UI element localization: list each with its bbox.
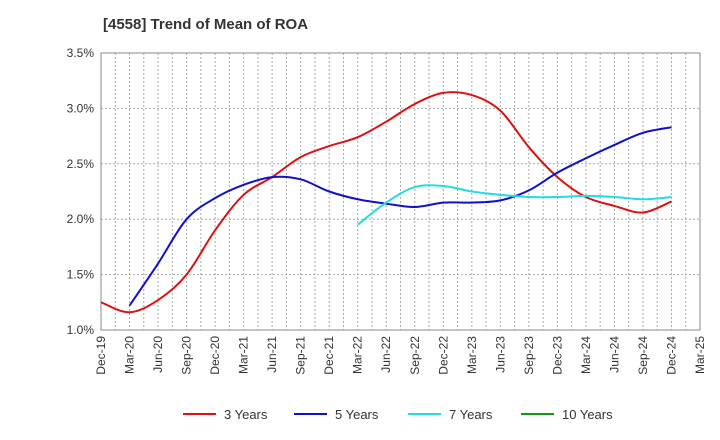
y-axis: 1.0% 1.5% 2.0% 2.5% 3.0% 3.5% <box>67 46 95 337</box>
legend-label-7-years: 7 Years <box>449 407 493 422</box>
x-tick-label: Dec-21 <box>322 336 336 375</box>
legend-label-10-years: 10 Years <box>562 407 613 422</box>
y-tick-label: 2.5% <box>67 157 95 171</box>
series-line-7-years <box>357 184 672 226</box>
x-tick-label: Mar-24 <box>579 336 593 374</box>
y-tick-label: 1.5% <box>67 268 95 282</box>
x-tick-label: Jun-24 <box>607 336 621 373</box>
x-tick-label: Sep-24 <box>636 336 650 375</box>
x-tick-label: Jun-20 <box>151 336 165 373</box>
x-tick-label: Sep-23 <box>522 336 536 375</box>
x-tick-label: Sep-21 <box>294 336 308 375</box>
x-tick-label: Dec-19 <box>94 336 108 375</box>
x-tick-label: Dec-20 <box>208 336 222 375</box>
x-tick-label: Dec-23 <box>550 336 564 375</box>
x-tick-label: Mar-25 <box>693 336 707 374</box>
plot-frame <box>100 52 701 331</box>
x-tick-label: Sep-20 <box>180 336 194 375</box>
x-tick-label: Jun-21 <box>265 336 279 373</box>
x-tick-label: Jun-22 <box>379 336 393 373</box>
grid <box>100 52 701 331</box>
y-tick-label: 3.0% <box>67 101 95 115</box>
series-line-3-years <box>100 91 672 314</box>
legend-label-3-years: 3 Years <box>224 407 268 422</box>
x-tick-label: Sep-22 <box>408 336 422 375</box>
x-tick-label: Dec-22 <box>436 336 450 375</box>
y-tick-label: 3.5% <box>67 46 95 60</box>
x-tick-label: Jun-23 <box>493 336 507 373</box>
x-tick-label: Mar-23 <box>465 336 479 374</box>
legend: 3 Years 5 Years 7 Years 10 Years <box>183 407 613 422</box>
x-tick-label: Mar-22 <box>351 336 365 374</box>
y-tick-label: 1.0% <box>67 323 95 337</box>
x-tick-label: Mar-20 <box>123 336 137 374</box>
x-axis: Dec-19 Mar-20 Jun-20 Sep-20 Dec-20 Mar-21 Jun-… <box>94 336 707 375</box>
series-lines <box>100 91 672 314</box>
y-tick-label: 2.0% <box>67 212 95 226</box>
x-tick-label: Dec-24 <box>664 336 678 375</box>
chart-title: [4558] Trend of Mean of ROA <box>103 16 309 33</box>
series-line-5-years <box>128 126 672 307</box>
x-tick-label: Mar-21 <box>237 336 251 374</box>
legend-label-5-years: 5 Years <box>335 407 379 422</box>
